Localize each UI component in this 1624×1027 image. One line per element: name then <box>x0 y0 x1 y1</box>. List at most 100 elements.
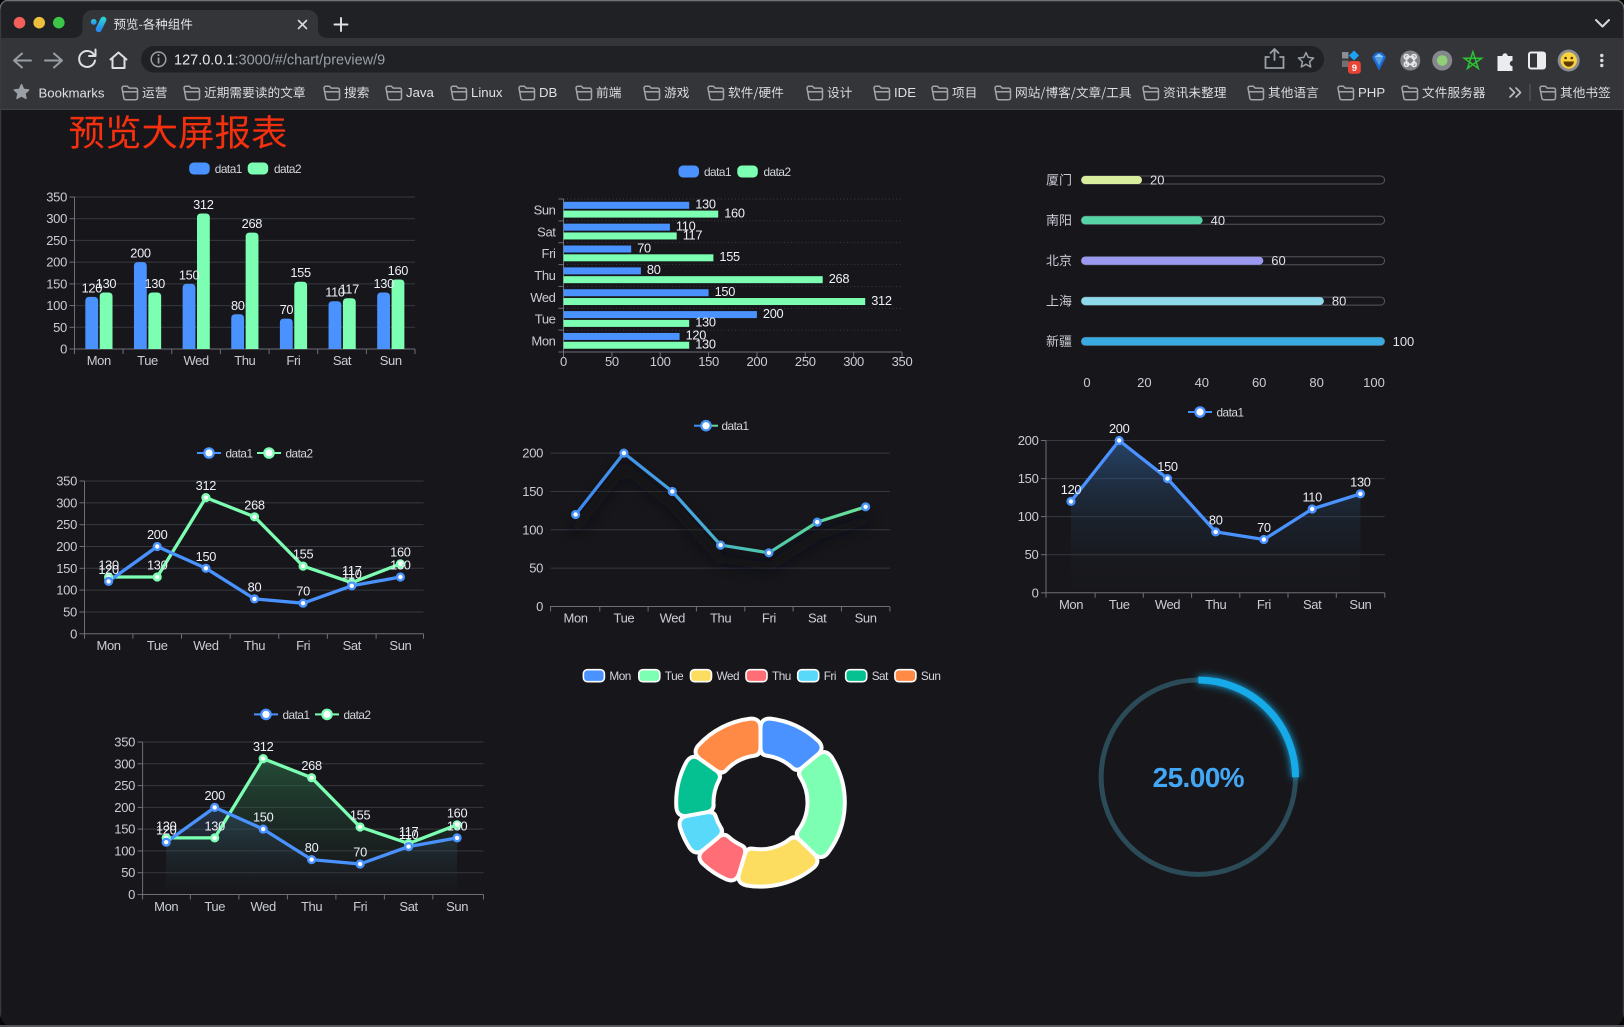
svg-text:110: 110 <box>399 827 419 842</box>
svg-text:Mon: Mon <box>154 899 178 914</box>
svg-text:Sun: Sun <box>380 353 402 368</box>
svg-text:130: 130 <box>96 276 117 291</box>
svg-text:117: 117 <box>683 227 703 242</box>
svg-text:Tue: Tue <box>1109 597 1130 612</box>
svg-text:Tue: Tue <box>535 312 556 327</box>
svg-text:Sat: Sat <box>399 899 418 914</box>
svg-text:300: 300 <box>46 211 67 226</box>
svg-text:200: 200 <box>1018 433 1039 448</box>
svg-text:Fri: Fri <box>353 899 367 914</box>
svg-text:160: 160 <box>388 263 409 278</box>
svg-text:Wed: Wed <box>530 290 555 305</box>
svg-text:Wed: Wed <box>717 669 740 683</box>
svg-text:IDE: IDE <box>894 85 916 100</box>
svg-text:130: 130 <box>204 818 225 833</box>
svg-text:100: 100 <box>114 843 135 858</box>
svg-text:160: 160 <box>724 205 745 220</box>
svg-text:Tue: Tue <box>137 353 158 368</box>
svg-text:155: 155 <box>293 547 314 562</box>
svg-text:110: 110 <box>342 566 362 581</box>
svg-text:data1: data1 <box>283 708 310 722</box>
svg-text:data2: data2 <box>764 165 791 179</box>
svg-text:80: 80 <box>1309 375 1323 390</box>
svg-text:155: 155 <box>719 249 740 264</box>
svg-text:150: 150 <box>46 276 67 291</box>
svg-text:350: 350 <box>114 735 135 750</box>
svg-text:Sat: Sat <box>1303 597 1322 612</box>
svg-text:Fri: Fri <box>296 638 310 653</box>
svg-text:60: 60 <box>1252 375 1266 390</box>
svg-text:PHP: PHP <box>1358 85 1385 100</box>
svg-text:200: 200 <box>147 527 168 542</box>
svg-text:150: 150 <box>698 354 719 369</box>
svg-text:100: 100 <box>650 354 671 369</box>
svg-text:Wed: Wed <box>193 638 218 653</box>
svg-text:data2: data2 <box>286 447 313 461</box>
svg-text:300: 300 <box>843 354 864 369</box>
svg-text:150: 150 <box>1157 459 1178 474</box>
svg-text:Bookmarks: Bookmarks <box>39 86 105 101</box>
svg-text:200: 200 <box>763 306 784 321</box>
svg-text:60: 60 <box>1271 253 1285 268</box>
svg-text:Thu: Thu <box>1205 597 1226 612</box>
svg-text:300: 300 <box>114 756 135 771</box>
svg-text:130: 130 <box>144 276 165 291</box>
svg-text:200: 200 <box>56 539 77 554</box>
svg-text:Wed: Wed <box>1155 597 1180 612</box>
svg-text:0: 0 <box>70 626 77 641</box>
svg-text:Sat: Sat <box>537 224 556 239</box>
svg-text:Thu: Thu <box>534 268 555 283</box>
svg-text:Wed: Wed <box>251 899 276 914</box>
svg-text:350: 350 <box>892 354 913 369</box>
svg-text:117: 117 <box>399 824 419 839</box>
svg-text:50: 50 <box>529 561 543 576</box>
svg-text:268: 268 <box>301 758 322 773</box>
svg-text:20: 20 <box>1137 375 1151 390</box>
svg-text:Java: Java <box>406 85 435 100</box>
svg-text:80: 80 <box>1332 294 1346 309</box>
svg-text:200: 200 <box>46 255 67 270</box>
svg-text:130: 130 <box>373 276 394 291</box>
svg-text:Mon: Mon <box>609 669 630 683</box>
svg-text:Thu: Thu <box>301 899 322 914</box>
svg-text:Sat: Sat <box>333 353 352 368</box>
svg-text:Sun: Sun <box>855 611 877 626</box>
svg-text:312: 312 <box>193 197 214 212</box>
svg-text:70: 70 <box>637 240 651 255</box>
svg-text:DB: DB <box>539 85 558 100</box>
svg-text:Fri: Fri <box>824 669 836 683</box>
svg-text:200: 200 <box>130 246 151 261</box>
svg-text:Sun: Sun <box>534 202 556 217</box>
svg-text:70: 70 <box>353 845 367 860</box>
svg-text:Sun: Sun <box>921 669 941 683</box>
svg-text:0: 0 <box>536 599 543 614</box>
svg-text:150: 150 <box>179 267 200 282</box>
svg-text:150: 150 <box>56 561 77 576</box>
svg-text:80: 80 <box>248 579 262 594</box>
svg-text:268: 268 <box>829 271 850 286</box>
svg-text:80: 80 <box>231 298 245 313</box>
svg-text:117: 117 <box>339 282 359 297</box>
svg-text:Fri: Fri <box>542 246 556 261</box>
svg-text:40: 40 <box>1195 375 1209 390</box>
svg-text:100: 100 <box>56 583 77 598</box>
svg-text:250: 250 <box>795 354 816 369</box>
svg-text:Sun: Sun <box>1349 597 1371 612</box>
svg-text:100: 100 <box>1363 375 1385 390</box>
svg-text:300: 300 <box>56 495 77 510</box>
svg-text:Tue: Tue <box>147 638 168 653</box>
svg-text:50: 50 <box>1025 547 1039 562</box>
svg-text:Thu: Thu <box>244 638 265 653</box>
svg-text:Tue: Tue <box>204 899 225 914</box>
svg-text:127.0.0.1:3000/#/chart/preview: 127.0.0.1:3000/#/chart/preview/9 <box>174 53 385 69</box>
svg-text:Sat: Sat <box>872 669 889 683</box>
svg-text:250: 250 <box>114 778 135 793</box>
svg-text:150: 150 <box>196 549 217 564</box>
svg-text:200: 200 <box>522 446 543 461</box>
svg-text:200: 200 <box>1109 421 1130 436</box>
svg-text:Sat: Sat <box>343 638 362 653</box>
svg-text:130: 130 <box>447 818 468 833</box>
svg-text:312: 312 <box>871 293 892 308</box>
svg-text:Tue: Tue <box>614 611 635 626</box>
svg-text:120: 120 <box>686 328 707 343</box>
